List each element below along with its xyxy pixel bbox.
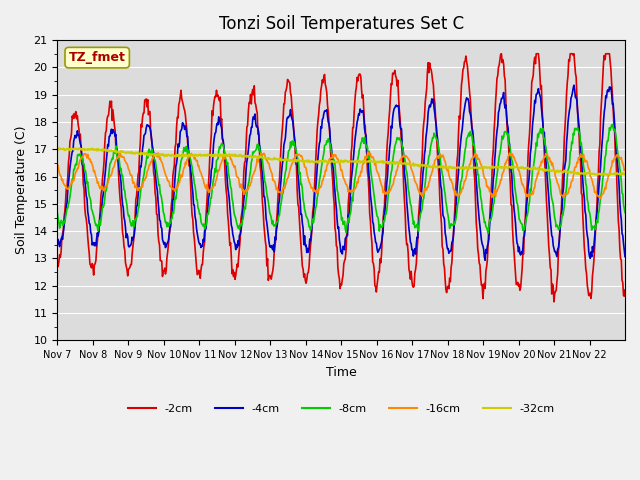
X-axis label: Time: Time	[326, 366, 356, 379]
-8cm	[54, 210, 61, 216]
-8cm	[484, 230, 492, 236]
-4cm	[120, 215, 128, 220]
-2cm	[54, 262, 61, 267]
-2cm	[432, 113, 440, 119]
-8cm	[621, 210, 629, 216]
-16cm	[225, 153, 232, 158]
-16cm	[253, 162, 260, 168]
-8cm	[400, 154, 408, 159]
-16cm	[596, 195, 604, 201]
-4cm	[54, 241, 61, 247]
-2cm	[550, 299, 558, 305]
-16cm	[274, 188, 282, 193]
-8cm	[225, 169, 232, 175]
-8cm	[609, 121, 616, 127]
-16cm	[621, 167, 629, 172]
Line: -2cm: -2cm	[58, 54, 625, 302]
-4cm	[621, 254, 629, 260]
Line: -16cm: -16cm	[58, 152, 625, 198]
-8cm	[253, 146, 260, 152]
-32cm	[121, 149, 129, 155]
-2cm	[225, 218, 232, 224]
-8cm	[274, 218, 282, 224]
Y-axis label: Soil Temperature (C): Soil Temperature (C)	[15, 126, 28, 254]
-32cm	[225, 152, 233, 157]
-32cm	[275, 157, 282, 163]
-8cm	[120, 187, 128, 192]
Line: -8cm: -8cm	[58, 124, 625, 233]
-8cm	[432, 133, 440, 139]
-16cm	[364, 149, 372, 155]
-16cm	[401, 154, 408, 160]
Line: -32cm: -32cm	[58, 148, 625, 175]
-4cm	[253, 124, 260, 130]
-32cm	[433, 164, 440, 169]
-2cm	[120, 244, 128, 250]
Text: TZ_fmet: TZ_fmet	[68, 51, 125, 64]
-2cm	[274, 196, 282, 202]
-32cm	[76, 145, 83, 151]
-16cm	[433, 156, 440, 161]
-32cm	[253, 155, 261, 161]
-2cm	[497, 51, 505, 57]
-4cm	[274, 216, 282, 222]
-32cm	[598, 172, 605, 178]
-4cm	[432, 118, 440, 123]
Line: -4cm: -4cm	[58, 85, 625, 260]
Title: Tonzi Soil Temperatures Set C: Tonzi Soil Temperatures Set C	[219, 15, 464, 33]
-4cm	[570, 83, 578, 88]
-2cm	[621, 287, 629, 293]
-4cm	[400, 155, 408, 160]
-4cm	[225, 188, 232, 194]
Legend: -2cm, -4cm, -8cm, -16cm, -32cm: -2cm, -4cm, -8cm, -16cm, -32cm	[124, 400, 559, 419]
-32cm	[54, 146, 61, 152]
-32cm	[401, 160, 408, 166]
-16cm	[54, 162, 61, 168]
-4cm	[481, 257, 489, 263]
-2cm	[253, 107, 260, 112]
-16cm	[120, 155, 128, 160]
-2cm	[400, 185, 408, 191]
-32cm	[621, 171, 629, 177]
